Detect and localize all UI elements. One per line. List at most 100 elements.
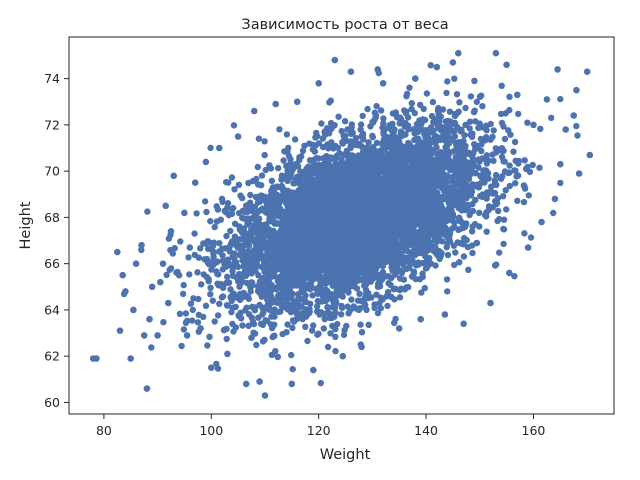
- cloud-point: [250, 247, 258, 254]
- cloud-point: [262, 317, 269, 324]
- cloud-point: [350, 303, 357, 310]
- cloud-point: [465, 159, 472, 166]
- cloud-point: [330, 298, 337, 305]
- cloud-point: [229, 267, 236, 275]
- cloud-point: [214, 206, 222, 213]
- cloud-point: [421, 284, 428, 292]
- cloud-point: [368, 155, 375, 163]
- cloud-point: [409, 201, 416, 208]
- cloud-point: [182, 310, 190, 317]
- cloud-point: [451, 261, 458, 269]
- cloud-point: [515, 110, 522, 118]
- cloud-point: [216, 300, 223, 307]
- cloud-point: [288, 351, 295, 359]
- cloud-point: [365, 139, 372, 146]
- cloud-point: [512, 180, 519, 187]
- cloud-point: [257, 247, 264, 255]
- cloud-point: [458, 126, 465, 133]
- cloud-point: [262, 166, 269, 174]
- cloud-point: [350, 283, 358, 290]
- cloud-point: [489, 151, 496, 158]
- cloud-point: [252, 193, 260, 201]
- cloud-point: [319, 135, 327, 142]
- cloud-point: [244, 239, 251, 247]
- point-cloud: [120, 61, 581, 387]
- cloud-point: [224, 273, 231, 280]
- cloud-point: [254, 163, 261, 171]
- cloud-point: [308, 244, 315, 252]
- cloud-point: [396, 286, 403, 294]
- cloud-point: [201, 198, 209, 205]
- cloud-point: [328, 173, 335, 180]
- cloud-point: [332, 142, 339, 150]
- cloud-point: [449, 178, 456, 185]
- cloud-point: [462, 121, 469, 129]
- cloud-point: [453, 110, 460, 117]
- cloud-point: [265, 266, 273, 274]
- cloud-point: [358, 329, 366, 336]
- cloud-point: [421, 240, 428, 248]
- cloud-point: [506, 182, 513, 190]
- cloud-point: [506, 162, 513, 169]
- cloud-point: [268, 177, 276, 184]
- cloud-point: [194, 269, 201, 276]
- cloud-point: [311, 148, 319, 155]
- cloud-point: [324, 343, 332, 351]
- cloud-point: [410, 260, 417, 267]
- cloud-point: [232, 324, 240, 331]
- cloud-point: [261, 151, 268, 159]
- cloud-point: [451, 75, 458, 82]
- cloud-point: [271, 313, 278, 320]
- cloud-point: [306, 140, 313, 147]
- cloud-point: [499, 193, 507, 200]
- cloud-point: [332, 347, 339, 355]
- cloud-point: [365, 321, 372, 328]
- cloud-point: [189, 317, 196, 324]
- cloud-point: [286, 214, 293, 221]
- cloud-point: [289, 365, 296, 373]
- cloud-point: [193, 210, 200, 217]
- cloud-point: [415, 259, 422, 266]
- cloud-point: [466, 151, 474, 158]
- cloud-point: [502, 187, 509, 194]
- cloud-point: [456, 99, 463, 106]
- cloud-point: [190, 295, 197, 302]
- cloud-point: [340, 331, 348, 339]
- cloud-point: [231, 186, 238, 193]
- cloud-point: [217, 216, 224, 223]
- cloud-point: [289, 324, 296, 332]
- cloud-point: [494, 217, 501, 225]
- cloud-point: [446, 108, 454, 115]
- cloud-point: [321, 315, 328, 323]
- cloud-point: [348, 130, 355, 137]
- cloud-point: [412, 275, 419, 283]
- cloud-point: [248, 334, 255, 341]
- cloud-point: [537, 125, 544, 132]
- cloud-point: [270, 332, 278, 340]
- cloud-point: [421, 128, 428, 135]
- cloud-point: [417, 219, 424, 226]
- cloud-point: [186, 271, 193, 278]
- cloud-point: [230, 204, 237, 212]
- cloud-point: [251, 307, 259, 314]
- cloud-point: [182, 319, 190, 326]
- cloud-point: [364, 105, 371, 113]
- cloud-point: [221, 207, 228, 215]
- cloud-point: [298, 168, 305, 176]
- cloud-point: [279, 175, 286, 182]
- cloud-point: [261, 336, 268, 343]
- cloud-point: [253, 341, 260, 349]
- cloud-point: [344, 303, 351, 310]
- cloud-point: [309, 292, 316, 299]
- cloud-point: [338, 311, 345, 318]
- cloud-point: [427, 61, 434, 69]
- cloud-point: [355, 140, 363, 147]
- cloud-point: [483, 134, 490, 141]
- cloud-point: [261, 138, 268, 145]
- cloud-point: [355, 306, 363, 314]
- cloud-point: [253, 175, 260, 183]
- cloud-point: [280, 157, 287, 164]
- cloud-point: [500, 240, 507, 248]
- cloud-point: [209, 297, 216, 304]
- cloud-point: [235, 243, 242, 250]
